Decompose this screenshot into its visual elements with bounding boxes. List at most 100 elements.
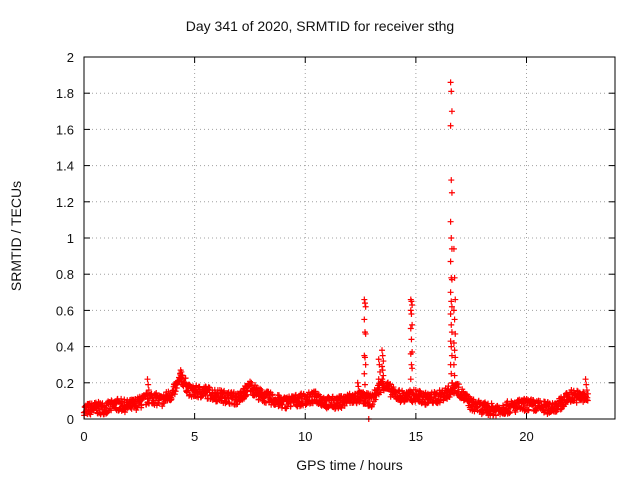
data-point [173, 384, 180, 391]
data-point [372, 396, 379, 403]
x-tick-label: 10 [298, 429, 312, 444]
data-point [261, 394, 268, 401]
data-point [369, 401, 376, 408]
data-point [269, 391, 276, 398]
y-tick-label: 0 [67, 412, 74, 427]
data-point [447, 289, 454, 296]
data-point [582, 376, 589, 383]
data-point [451, 316, 458, 323]
data-point [242, 392, 249, 399]
y-tick-label: 2 [67, 50, 74, 65]
data-point [448, 343, 455, 350]
grid-lines [84, 57, 615, 419]
data-point [448, 303, 455, 310]
data-point [375, 356, 382, 363]
data-point [361, 296, 368, 303]
data-point [451, 347, 458, 354]
data-point [165, 388, 172, 395]
data-point [253, 391, 260, 398]
data-point [455, 381, 462, 388]
data-point [379, 347, 386, 354]
data-point [408, 336, 415, 343]
x-tick-label: 5 [191, 429, 198, 444]
data-point [376, 361, 383, 368]
data-point [178, 368, 185, 375]
data-point [312, 388, 319, 395]
chart-title: Day 341 of 2020, SRMTID for receiver sth… [185, 18, 455, 34]
data-point [448, 177, 455, 184]
data-point [361, 381, 368, 388]
data-point [279, 401, 286, 408]
data-point [258, 386, 265, 393]
y-tick-label: 0.6 [56, 303, 74, 318]
data-point [452, 354, 459, 361]
data-point [463, 392, 470, 399]
y-tick-label: 0.4 [56, 340, 74, 355]
data-point [447, 338, 454, 345]
data-point [87, 411, 94, 418]
data-point [408, 361, 415, 368]
data-point [380, 358, 387, 365]
data-point [447, 218, 454, 225]
data-point [128, 405, 135, 412]
data-point [407, 350, 414, 357]
data-point [355, 383, 362, 390]
y-tick-label: 1.4 [56, 159, 74, 174]
plot-frame [83, 56, 616, 420]
x-tick-label: 0 [80, 429, 87, 444]
data-point [525, 407, 532, 414]
y-tick-label: 1.8 [56, 86, 74, 101]
data-point [108, 407, 115, 414]
data-point [354, 379, 361, 386]
data-point [448, 379, 455, 386]
data-point [380, 372, 387, 379]
data-point [86, 410, 93, 417]
data-point [448, 108, 455, 115]
x-tick-label: 15 [409, 429, 423, 444]
data-point [447, 122, 454, 129]
data-point [377, 389, 384, 396]
data-point [448, 352, 455, 359]
data-point [447, 311, 454, 318]
data-point [584, 390, 591, 397]
data-point [145, 387, 152, 394]
data-point [177, 376, 184, 383]
data-point [387, 380, 394, 387]
x-tick-label: 20 [519, 429, 533, 444]
x-axis-label: GPS time / hours [296, 457, 403, 473]
data-point [450, 307, 457, 314]
data-point [375, 376, 382, 383]
data-point [255, 396, 262, 403]
data-point [408, 298, 415, 305]
data-point [171, 391, 178, 398]
data-point [447, 258, 454, 265]
data-point [450, 361, 457, 368]
data-point [223, 399, 230, 406]
data-point [362, 303, 369, 310]
data-point [471, 408, 478, 415]
y-tick-label: 0.8 [56, 267, 74, 282]
data-point [448, 189, 455, 196]
data-point [121, 409, 128, 416]
data-point [409, 321, 416, 328]
data-point [409, 301, 416, 308]
data-point [452, 296, 459, 303]
data-point [247, 378, 254, 385]
data-point [448, 88, 455, 95]
data-point [365, 398, 372, 405]
data-point [447, 79, 454, 86]
data-point [448, 370, 455, 377]
data-point [450, 245, 457, 252]
data-point [448, 235, 455, 241]
data-point [184, 387, 191, 394]
data-point [452, 330, 459, 337]
data-point [448, 321, 455, 328]
data-point [314, 392, 321, 399]
data-point [492, 412, 499, 419]
data-point [584, 397, 591, 404]
data-point [448, 329, 455, 336]
data-point [409, 365, 416, 372]
data-point [121, 396, 128, 403]
data-point [155, 400, 162, 407]
